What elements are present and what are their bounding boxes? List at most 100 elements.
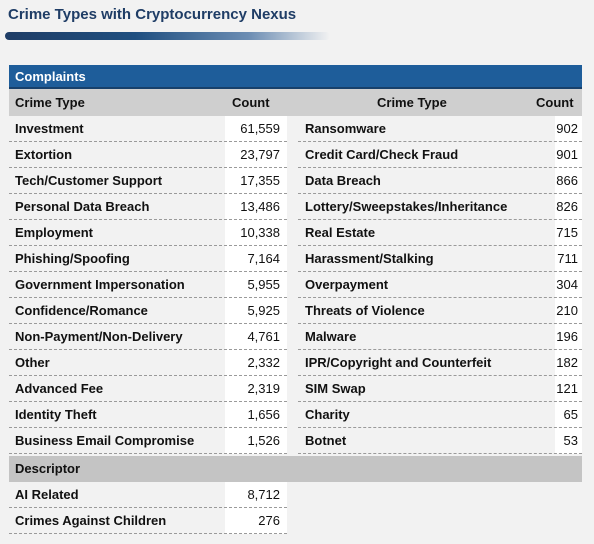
crime-table: Complaints Crime Type Count Crime Type C… <box>9 65 582 534</box>
crime-type-cell: Threats of Violence <box>305 303 425 318</box>
row-divider <box>298 141 582 142</box>
table-row: Confidence/Romance 5,925 Threats of Violen… <box>9 298 582 324</box>
column-header-row: Crime Type Count Crime Type Count <box>9 89 582 116</box>
crime-type-cell: Employment <box>15 225 94 240</box>
descriptor-row: AI Related 8,712 <box>9 482 287 508</box>
row-divider <box>9 219 287 220</box>
crime-type-cell: Tech/Customer Support <box>15 173 163 188</box>
crime-type-cell: Ransomware <box>305 121 386 136</box>
count-cell: 276 <box>225 508 287 534</box>
table-row: Employment 10,338 Real Estate 715 <box>9 220 582 246</box>
count-cell: 10,338 <box>225 220 287 246</box>
row-divider <box>9 245 287 246</box>
table-row: Phishing/Spoofing 7,164 Harassment/Stalkin… <box>9 246 582 272</box>
crime-type-cell: Personal Data Breach <box>15 199 150 214</box>
row-divider <box>298 349 582 350</box>
table-row: Business Email Compromise 1,526 Botnet 53 <box>9 428 582 454</box>
count-cell: 866 <box>555 168 582 194</box>
crime-type-cell: Identity Theft <box>15 407 97 422</box>
column-header-crime-type-left: Crime Type <box>15 95 85 110</box>
count-cell: 2,319 <box>225 376 287 402</box>
count-cell: 901 <box>555 142 582 168</box>
crime-type-cell: Botnet <box>305 433 347 448</box>
row-divider <box>9 427 287 428</box>
crime-type-cell: Government Impersonation <box>15 277 185 292</box>
count-cell: 2,332 <box>225 350 287 376</box>
crime-type-cell: Charity <box>305 407 350 422</box>
table-row: Government Impersonation 5,955 Overpayment… <box>9 272 582 298</box>
count-cell: 121 <box>555 376 582 402</box>
row-divider <box>9 349 287 350</box>
count-cell: 304 <box>555 272 582 298</box>
table-row: Other 2,332 IPR/Copyright and Counterfeit 1… <box>9 350 582 376</box>
row-divider <box>298 375 582 376</box>
crime-type-cell: IPR/Copyright and Counterfeit <box>305 355 492 370</box>
crime-type-cell: Lottery/Sweepstakes/Inheritance <box>305 199 508 214</box>
descriptor-label-cell: AI Related <box>15 487 79 502</box>
count-cell: 8,712 <box>225 482 287 508</box>
row-divider <box>9 167 287 168</box>
page-title: Crime Types with Cryptocurrency Nexus <box>8 6 297 23</box>
crime-type-cell: Business Email Compromise <box>15 433 195 448</box>
descriptor-label-cell: Crimes Against Children <box>15 513 167 528</box>
count-cell: 17,355 <box>225 168 287 194</box>
row-divider <box>298 427 582 428</box>
table-row: Tech/Customer Support 17,355 Data Breach 86… <box>9 168 582 194</box>
crime-type-cell: Advanced Fee <box>15 381 104 396</box>
crime-type-cell: Harassment/Stalking <box>305 251 434 266</box>
crime-type-cell: Credit Card/Check Fraud <box>305 147 459 162</box>
title-underline <box>5 32 330 40</box>
crime-type-cell: Other <box>15 355 50 370</box>
count-cell: 5,955 <box>225 272 287 298</box>
count-cell: 65 <box>555 402 582 428</box>
table-row: Identity Theft 1,656 Charity 65 <box>9 402 582 428</box>
count-cell: 715 <box>555 220 582 246</box>
table-row: Extortion 23,797 Credit Card/Check Fraud 90… <box>9 142 582 168</box>
count-cell: 1,656 <box>225 402 287 428</box>
row-divider <box>9 193 287 194</box>
count-cell: 7,164 <box>225 246 287 272</box>
count-cell: 210 <box>555 298 582 324</box>
crime-type-cell: Overpayment <box>305 277 389 292</box>
descriptor-row: Crimes Against Children 276 <box>9 508 287 534</box>
row-divider <box>9 507 287 508</box>
row-divider <box>298 297 582 298</box>
crime-type-cell: Confidence/Romance <box>15 303 148 318</box>
count-cell: 1,526 <box>225 428 287 454</box>
row-divider <box>9 323 287 324</box>
count-cell: 4,761 <box>225 324 287 350</box>
row-divider <box>298 219 582 220</box>
crime-type-cell: Data Breach <box>305 173 381 188</box>
count-cell: 826 <box>555 194 582 220</box>
row-divider <box>298 401 582 402</box>
row-divider <box>298 323 582 324</box>
count-cell: 182 <box>555 350 582 376</box>
crime-type-cell: Real Estate <box>305 225 376 240</box>
count-cell: 13,486 <box>225 194 287 220</box>
table-row: Advanced Fee 2,319 SIM Swap 121 <box>9 376 582 402</box>
count-cell: 711 <box>555 246 582 272</box>
row-divider <box>298 193 582 194</box>
table-row: Personal Data Breach 13,486 Lottery/Sweeps… <box>9 194 582 220</box>
crime-type-cell: Phishing/Spoofing <box>15 251 130 266</box>
count-cell: 61,559 <box>225 116 287 142</box>
count-cell: 5,925 <box>225 298 287 324</box>
row-divider <box>298 245 582 246</box>
row-divider <box>9 297 287 298</box>
crime-type-cell: Investment <box>15 121 84 136</box>
count-cell: 196 <box>555 324 582 350</box>
crime-type-cell: SIM Swap <box>305 381 366 396</box>
table-row: Non-Payment/Non-Delivery 4,761 Malware 196 <box>9 324 582 350</box>
row-divider <box>9 271 287 272</box>
row-divider <box>298 453 582 454</box>
row-divider <box>9 401 287 402</box>
row-divider <box>9 533 287 534</box>
column-header-count-right: Count <box>536 95 574 110</box>
crime-type-cell: Non-Payment/Non-Delivery <box>15 329 183 344</box>
table-row: Investment 61,559 Ransomware 902 <box>9 116 582 142</box>
count-cell: 902 <box>555 116 582 142</box>
count-cell: 53 <box>555 428 582 454</box>
count-cell: 23,797 <box>225 142 287 168</box>
descriptor-section-header: Descriptor <box>9 456 582 482</box>
complaints-section-header: Complaints <box>9 65 582 89</box>
